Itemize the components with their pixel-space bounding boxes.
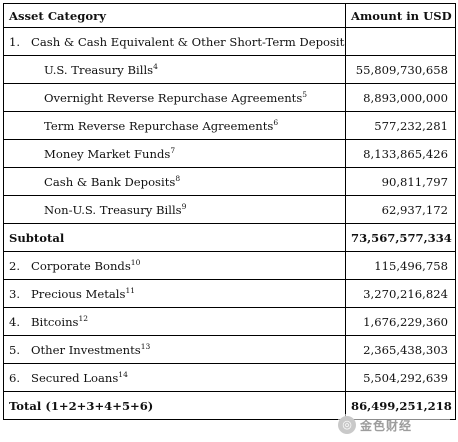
asset-table: Asset Category Amount in USD 1. Cash & Ca…: [3, 3, 456, 420]
row-label: Other Investments: [31, 342, 141, 357]
row-amount: 5,504,292,639: [345, 363, 456, 392]
sub-item-row: Money Market Funds7 8,133,865,426: [3, 139, 456, 168]
row-amount: 8,133,865,426: [345, 139, 456, 168]
header-row: Asset Category Amount in USD: [3, 3, 456, 28]
row-amount: 115,496,758: [345, 251, 456, 280]
watermark-logo-icon: ◎: [338, 416, 356, 434]
row-amount: 1,676,229,360: [345, 307, 456, 336]
sub-item-row: Term Reverse Repurchase Agreements6 577,…: [3, 111, 456, 140]
watermark-text: 金色财经: [360, 419, 413, 433]
header-category: Asset Category: [3, 3, 346, 28]
subtotal-row: Subtotal 73,567,577,334: [3, 223, 456, 252]
row-label: Secured Loans: [31, 370, 119, 385]
row-label: Corporate Bonds: [31, 258, 131, 273]
row-label: Term Reverse Repurchase Agreements: [44, 118, 274, 133]
row-label: Precious Metals: [31, 286, 126, 301]
footnote-ref: 9: [181, 201, 187, 211]
item-row: 5. Other Investments13 2,365,438,303: [3, 335, 456, 364]
footnote-ref: 5: [302, 89, 308, 99]
total-label: Total (1+2+3+4+5+6): [3, 391, 346, 420]
footnote-ref: 14: [118, 369, 128, 379]
sub-item-row: U.S. Treasury Bills4 55,809,730,658: [3, 55, 456, 84]
item-row: 6. Secured Loans14 5,504,292,639: [3, 363, 456, 392]
footnote-ref: 8: [175, 173, 181, 183]
sub-item-row: Overnight Reverse Repurchase Agreements5…: [3, 83, 456, 112]
item-label-cell: 4. Bitcoins12: [3, 307, 346, 336]
footnote-ref: 7: [170, 145, 176, 155]
footnote-ref: 6: [273, 117, 279, 127]
item-label-cell: 6. Secured Loans14: [3, 363, 346, 392]
row-amount: 577,232,281: [345, 111, 456, 140]
item-label-cell: 2. Corporate Bonds10: [3, 251, 346, 280]
sub-item-label-cell: Money Market Funds7: [3, 139, 346, 168]
row-label: Money Market Funds: [44, 146, 171, 161]
footnote-ref: 13: [140, 341, 151, 351]
row-label: U.S. Treasury Bills: [44, 62, 154, 77]
row-amount: 2,365,438,303: [345, 335, 456, 364]
item-row: 2. Corporate Bonds10 115,496,758: [3, 251, 456, 280]
row-label: Cash & Cash Equivalent & Other Short-Ter…: [31, 34, 346, 49]
footnote-ref: 10: [130, 257, 141, 267]
row-label: Non-U.S. Treasury Bills: [44, 202, 182, 217]
group-row: 1. Cash & Cash Equivalent & Other Short-T…: [3, 27, 456, 56]
sub-item-label-cell: Cash & Bank Deposits8: [3, 167, 346, 196]
row-amount: 62,937,172: [345, 195, 456, 224]
footnote-ref: 4: [153, 61, 158, 71]
sub-item-label-cell: Non-U.S. Treasury Bills9: [3, 195, 346, 224]
row-number: 1.: [9, 34, 21, 49]
footnote-ref: 12: [78, 313, 89, 323]
sub-item-label-cell: Term Reverse Repurchase Agreements6: [3, 111, 346, 140]
row-label: Cash & Bank Deposits: [44, 174, 176, 189]
item-label-cell: 5. Other Investments13: [3, 335, 346, 364]
item-row: 4. Bitcoins12 1,676,229,360: [3, 307, 456, 336]
row-amount: 3,270,216,824: [345, 279, 456, 308]
row-label: Bitcoins: [31, 314, 79, 329]
row-number: 4.: [9, 314, 21, 329]
row-label: Overnight Reverse Repurchase Agreements: [44, 90, 303, 105]
subtotal-label: Subtotal: [3, 223, 346, 252]
row-number: 3.: [9, 286, 21, 301]
sub-item-row: Cash & Bank Deposits8 90,811,797: [3, 167, 456, 196]
subtotal-amount: 73,567,577,334: [345, 223, 456, 252]
footnote-ref: 11: [125, 285, 135, 295]
row-amount: 8,893,000,000: [345, 83, 456, 112]
group-amount-cell: [345, 27, 456, 56]
sub-item-label-cell: U.S. Treasury Bills4: [3, 55, 346, 84]
row-amount: 90,811,797: [345, 167, 456, 196]
watermark: ◎ 金色财经: [338, 414, 450, 436]
row-number: 2.: [9, 258, 21, 273]
row-amount: 55,809,730,658: [345, 55, 456, 84]
item-row: 3. Precious Metals11 3,270,216,824: [3, 279, 456, 308]
group-label-cell: 1. Cash & Cash Equivalent & Other Short-T…: [3, 27, 346, 56]
header-amount: Amount in USD: [345, 3, 456, 28]
row-number: 5.: [9, 342, 21, 357]
sub-item-label-cell: Overnight Reverse Repurchase Agreements5: [3, 83, 346, 112]
row-number: 6.: [9, 370, 21, 385]
item-label-cell: 3. Precious Metals11: [3, 279, 346, 308]
sub-item-row: Non-U.S. Treasury Bills9 62,937,172: [3, 195, 456, 224]
